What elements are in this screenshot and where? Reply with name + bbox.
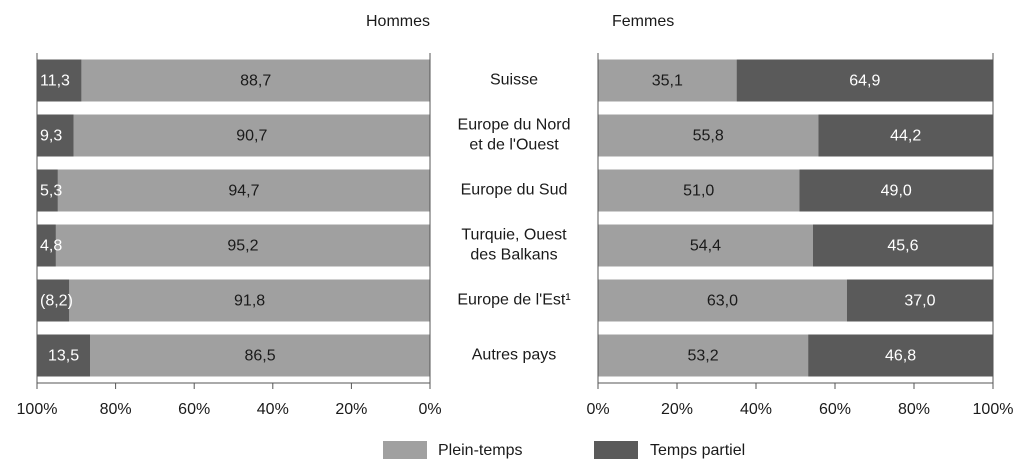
bar-segment xyxy=(90,334,431,377)
value-label: 86,5 xyxy=(244,348,275,365)
bar-segment xyxy=(57,169,430,212)
x-tick-label: 100% xyxy=(973,401,1014,418)
bar-segment xyxy=(37,279,70,322)
value-label: 49,0 xyxy=(881,183,912,200)
value-label: 11,3 xyxy=(40,73,70,90)
bar-segment xyxy=(818,114,993,157)
value-label: 90,7 xyxy=(236,128,267,145)
bar-segment xyxy=(598,59,737,102)
chart-title: Femmes xyxy=(612,13,674,30)
bar-segment xyxy=(736,59,993,102)
bar-segment xyxy=(598,114,819,157)
value-label: 5,3 xyxy=(40,183,62,200)
value-label: 55,8 xyxy=(693,128,724,145)
value-label: 4,8 xyxy=(40,238,62,255)
category-label: Europe du Nord et de l'Ouest xyxy=(458,117,571,154)
value-label: (8,2) xyxy=(40,293,73,310)
value-label: 46,8 xyxy=(885,348,916,365)
x-tick-label: 20% xyxy=(661,401,693,418)
value-label: 88,7 xyxy=(240,73,271,90)
bar-segment xyxy=(808,334,993,377)
value-label: 44,2 xyxy=(890,128,921,145)
category-label: Europe de l'Est¹ xyxy=(457,292,570,309)
x-tick-label: 40% xyxy=(257,401,289,418)
bar-segment xyxy=(37,334,91,377)
x-tick-label: 60% xyxy=(178,401,210,418)
bar-segment xyxy=(37,224,56,267)
value-label: 63,0 xyxy=(707,293,738,310)
value-label: 64,9 xyxy=(849,73,880,90)
bar-segment xyxy=(598,169,800,212)
bar-segment xyxy=(37,169,58,212)
bar-segment xyxy=(812,224,993,267)
bar-segment xyxy=(37,59,82,102)
value-label: 9,3 xyxy=(40,128,62,145)
bar-segment xyxy=(81,59,430,102)
x-tick-label: 80% xyxy=(100,401,132,418)
x-tick-label: 40% xyxy=(740,401,772,418)
value-label: 35,1 xyxy=(652,73,683,90)
legend-label: Temps partiel xyxy=(650,442,745,459)
category-label: Autres pays xyxy=(472,347,556,364)
category-label: Suisse xyxy=(490,72,538,89)
value-label: 45,6 xyxy=(887,238,918,255)
x-tick-label: 60% xyxy=(819,401,851,418)
legend-swatch xyxy=(594,441,638,459)
value-label: 94,7 xyxy=(228,183,259,200)
x-tick-label: 100% xyxy=(17,401,58,418)
legend-swatch xyxy=(383,441,427,459)
value-label: 95,2 xyxy=(227,238,258,255)
bar-segment xyxy=(37,114,74,157)
bar-segment xyxy=(598,279,847,322)
value-label: 13,5 xyxy=(48,348,79,365)
value-label: 37,0 xyxy=(904,293,935,310)
category-label: Turquie, Ouest des Balkans xyxy=(461,227,567,264)
bar-segment xyxy=(598,224,813,267)
value-label: 51,0 xyxy=(683,183,714,200)
x-tick-label: 0% xyxy=(418,401,441,418)
bar-segment xyxy=(69,279,430,322)
category-label: Europe du Sud xyxy=(461,182,568,199)
legend-label: Plein-temps xyxy=(438,442,522,459)
bar-segment xyxy=(799,169,993,212)
value-label: 54,4 xyxy=(690,238,721,255)
bar-segment xyxy=(55,224,430,267)
value-label: 53,2 xyxy=(687,348,718,365)
bar-segment xyxy=(846,279,993,322)
x-tick-label: 80% xyxy=(898,401,930,418)
chart-title: Hommes xyxy=(366,13,430,30)
bar-segment xyxy=(598,334,809,377)
x-tick-label: 0% xyxy=(586,401,609,418)
value-label: 91,8 xyxy=(234,293,265,310)
x-tick-label: 20% xyxy=(335,401,367,418)
bar-segment xyxy=(73,114,430,157)
